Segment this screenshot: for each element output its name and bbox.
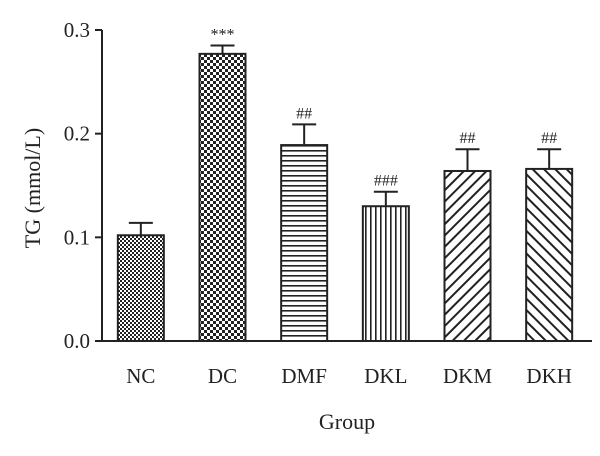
bar-nc	[116, 234, 165, 342]
y-tick-label: 0.1	[64, 225, 90, 249]
bar-dmf	[280, 144, 329, 342]
bar-dkm	[443, 169, 492, 342]
significance-label: ##	[541, 130, 557, 147]
bar-dc	[198, 52, 247, 343]
x-tick-label: DKM	[443, 364, 492, 388]
x-tick-label: NC	[126, 364, 155, 388]
x-tick-label: DC	[208, 364, 237, 388]
y-tick-label: 0.3	[64, 18, 90, 42]
bar-dkh	[525, 167, 574, 342]
y-axis-title: TG (mmol/L)	[20, 128, 45, 248]
bar-dkl	[361, 205, 410, 342]
y-tick-label: 0.2	[64, 122, 90, 146]
x-tick-label: DMF	[281, 364, 327, 388]
significance-label: ##	[296, 105, 312, 122]
x-tick-label: DKH	[526, 364, 572, 388]
significance-label: ##	[460, 130, 476, 147]
significance-label: ***	[211, 27, 235, 44]
significance-label: ###	[374, 173, 398, 190]
y-tick-label: 0.0	[64, 329, 90, 353]
x-tick-label: DKL	[364, 364, 407, 388]
plot-area: 0.0 0.1 0.2 0.3 NC DC *** DMF ## DKL ### DKM ## DKH ##	[64, 18, 592, 388]
x-axis-title: Group	[319, 409, 375, 434]
